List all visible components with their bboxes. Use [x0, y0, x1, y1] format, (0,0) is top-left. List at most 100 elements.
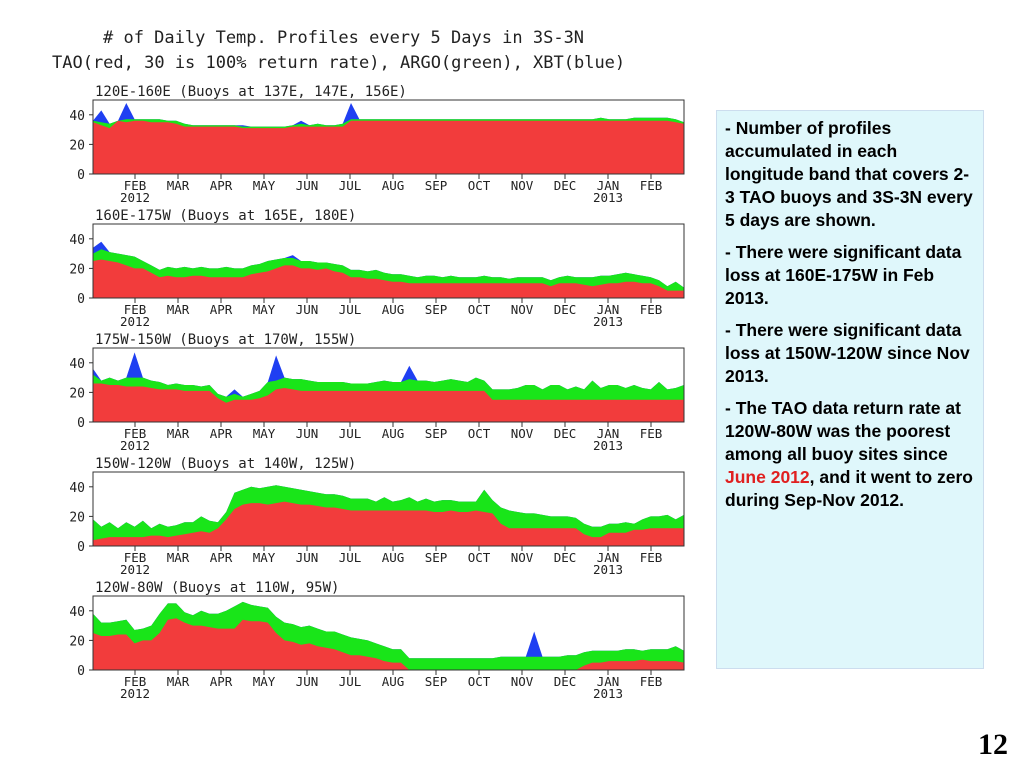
x-tick-label: NOV: [511, 550, 534, 565]
x-tick-label: AUG: [382, 426, 405, 441]
panel-title: 175W-150W (Buoys at 170W, 155W): [95, 332, 356, 348]
y-tick-label: 40: [69, 605, 85, 620]
page-number: 12: [978, 728, 1008, 761]
x-tick-label: SEP: [425, 550, 448, 565]
main-title-line1: # of Daily Temp. Profiles every 5 Days i…: [103, 28, 585, 48]
panel-title: 160E-175W (Buoys at 165E, 180E): [95, 208, 356, 224]
x-tick-label: SEP: [425, 178, 448, 193]
year-label: 2013: [593, 686, 623, 700]
x-tick-label: JAN: [597, 302, 620, 317]
x-tick-label: MAR: [167, 302, 190, 317]
note-2: - There were significant data loss at 16…: [725, 242, 962, 308]
x-tick-label: FEB: [124, 674, 147, 689]
note-4: - The TAO data return rate at 120W-80W w…: [725, 398, 973, 510]
x-tick-label: MAY: [253, 178, 276, 193]
x-tick-label: NOV: [511, 426, 534, 441]
x-tick-label: MAY: [253, 674, 276, 689]
x-tick-label: JUN: [296, 426, 319, 441]
x-tick-label: MAY: [253, 550, 276, 565]
x-tick-label: DEC: [554, 550, 577, 565]
tao-area: [93, 501, 684, 546]
x-tick-label: SEP: [425, 674, 448, 689]
x-tick-label: APR: [210, 426, 233, 441]
x-tick-label: JUL: [339, 550, 362, 565]
plot-frame: [92, 223, 685, 299]
x-tick-label: APR: [210, 302, 233, 317]
x-tick-label: FEB: [640, 674, 663, 689]
x-tick-label: MAY: [253, 426, 276, 441]
x-tick-label: DEC: [554, 302, 577, 317]
x-tick-label: JUL: [339, 302, 362, 317]
x-tick-label: OCT: [468, 302, 491, 317]
year-label: 2012: [120, 438, 150, 453]
x-tick-label: JAN: [597, 426, 620, 441]
y-tick-label: 0: [77, 168, 85, 183]
y-tick-label: 0: [77, 416, 85, 431]
notes-panel: - Number of profiles accumulated in each…: [716, 110, 984, 669]
x-tick-label: JAN: [597, 550, 620, 565]
tao-area: [93, 259, 684, 298]
plot-frame: [92, 471, 685, 547]
x-tick-label: JUN: [296, 178, 319, 193]
x-tick-label: MAY: [253, 302, 276, 317]
x-tick-label: DEC: [554, 426, 577, 441]
x-tick-label: MAR: [167, 178, 190, 193]
year-label: 2012: [120, 686, 150, 700]
y-tick-label: 40: [69, 109, 85, 124]
y-tick-label: 20: [69, 138, 85, 153]
y-tick-label: 40: [69, 481, 85, 496]
tao-area: [93, 383, 684, 422]
x-tick-label: JUN: [296, 550, 319, 565]
x-tick-label: OCT: [468, 674, 491, 689]
x-tick-label: OCT: [468, 426, 491, 441]
x-tick-label: MAR: [167, 426, 190, 441]
x-tick-label: FEB: [124, 426, 147, 441]
x-tick-label: FEB: [640, 178, 663, 193]
plot-frame: [92, 595, 685, 671]
x-tick-label: MAR: [167, 550, 190, 565]
charts-canvas: 120E-160E (Buoys at 137E, 147E, 156E) 0 20…: [69, 84, 685, 700]
x-tick-label: APR: [210, 550, 233, 565]
x-tick-label: DEC: [554, 178, 577, 193]
x-tick-label: JAN: [597, 178, 620, 193]
y-tick-label: 0: [77, 292, 85, 307]
tao-area: [93, 618, 684, 670]
year-label: 2012: [120, 314, 150, 329]
panel-title: 120W-80W (Buoys at 110W, 95W): [95, 580, 339, 596]
x-tick-label: JUL: [339, 674, 362, 689]
note-3: - There were significant data loss at 15…: [725, 320, 970, 386]
x-tick-label: OCT: [468, 550, 491, 565]
x-tick-label: AUG: [382, 550, 405, 565]
x-tick-label: AUG: [382, 302, 405, 317]
x-tick-label: MAR: [167, 674, 190, 689]
x-tick-label: FEB: [124, 302, 147, 317]
x-tick-label: JUL: [339, 426, 362, 441]
x-tick-label: FEB: [640, 302, 663, 317]
x-tick-label: NOV: [511, 302, 534, 317]
tao-area: [93, 120, 684, 174]
x-tick-label: FEB: [640, 426, 663, 441]
x-tick-label: NOV: [511, 178, 534, 193]
y-tick-label: 20: [69, 262, 85, 277]
note-highlight: June 2012: [725, 467, 810, 487]
plot-frame: [92, 347, 685, 423]
y-tick-label: 40: [69, 233, 85, 248]
year-label: 2012: [120, 190, 150, 205]
year-label: 2013: [593, 562, 623, 577]
x-tick-label: AUG: [382, 674, 405, 689]
main-title-line2: TAO(red, 30 is 100% return rate), ARGO(g…: [52, 53, 626, 73]
x-tick-label: APR: [210, 674, 233, 689]
x-tick-label: NOV: [511, 674, 534, 689]
y-tick-label: 40: [69, 357, 85, 372]
x-tick-label: OCT: [468, 178, 491, 193]
y-tick-label: 0: [77, 540, 85, 555]
y-tick-label: 0: [77, 664, 85, 679]
x-tick-label: APR: [210, 178, 233, 193]
x-tick-label: FEB: [640, 550, 663, 565]
panel-title: 150W-120W (Buoys at 140W, 125W): [95, 456, 356, 472]
x-tick-label: SEP: [425, 426, 448, 441]
x-tick-label: DEC: [554, 674, 577, 689]
year-label: 2012: [120, 562, 150, 577]
x-tick-label: SEP: [425, 302, 448, 317]
x-tick-label: JAN: [597, 674, 620, 689]
